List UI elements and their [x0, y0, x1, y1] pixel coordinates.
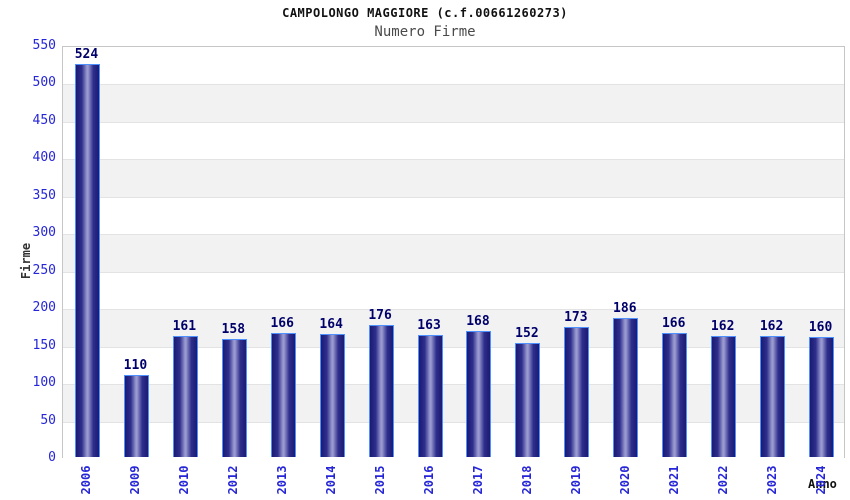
- bar-value-label: 166: [270, 316, 294, 331]
- y-tick-label: 0: [48, 450, 56, 465]
- x-tick-label-2016: 2016: [422, 465, 437, 495]
- bar-value-label: 166: [661, 316, 686, 331]
- bar-value-label: 186: [613, 301, 637, 316]
- x-tick-label-2019: 2019: [568, 465, 583, 495]
- y-tick-label: 500: [32, 75, 56, 91]
- grid-band: [63, 196, 844, 235]
- bar-2021: [662, 333, 687, 457]
- bar-value-label: 176: [368, 308, 392, 323]
- y-tick-label: 450: [32, 112, 56, 128]
- x-tick-label-2012: 2012: [226, 465, 241, 495]
- bar-value-label: 168: [466, 314, 490, 329]
- y-tick-label: 300: [32, 225, 56, 241]
- bar-2024: [809, 337, 834, 457]
- bar-2013: [271, 333, 296, 457]
- y-tick-label: 250: [32, 262, 56, 278]
- bar-2010: [173, 336, 198, 457]
- bar-2016: [418, 335, 443, 457]
- y-tick-label: 50: [40, 412, 56, 428]
- bar-value-label: 163: [417, 318, 441, 333]
- x-tick-label-2014: 2014: [324, 465, 339, 495]
- bar-value-label: 173: [564, 310, 588, 325]
- x-tick-label-2009: 2009: [128, 465, 143, 495]
- bar-2022: [711, 336, 736, 457]
- bar-value-label: 162: [759, 319, 784, 334]
- y-tick-label: 400: [32, 150, 56, 166]
- x-axis-title: Anno: [808, 477, 837, 491]
- x-tick-label-2017: 2017: [470, 465, 485, 495]
- plot-area: [62, 46, 845, 459]
- x-tick-label-2023: 2023: [764, 465, 779, 495]
- bar-value-label: 110: [123, 358, 148, 373]
- x-tick-label-2013: 2013: [275, 465, 290, 495]
- chart-subtitle: Numero Firme: [374, 24, 476, 40]
- bar-2009: [124, 375, 149, 457]
- grid-band: [63, 159, 844, 197]
- bar-value-label: 161: [172, 319, 197, 334]
- grid-band: [63, 234, 844, 272]
- bar-2014: [320, 334, 345, 457]
- grid-band: [63, 271, 844, 310]
- bar-2015: [369, 325, 394, 457]
- x-tick-label-2018: 2018: [519, 465, 534, 495]
- grid-band: [63, 84, 844, 122]
- grid-band: [63, 47, 844, 85]
- x-tick-label-2021: 2021: [666, 465, 681, 495]
- y-tick-label: 200: [32, 300, 56, 316]
- x-tick-label-2006: 2006: [79, 465, 94, 495]
- bar-2019: [564, 327, 589, 457]
- y-tick-label: 550: [32, 38, 56, 53]
- bar-2006: [75, 64, 100, 457]
- x-tick-label-2022: 2022: [715, 465, 730, 495]
- x-tick-label-2015: 2015: [373, 465, 388, 495]
- bar-value-label: 152: [515, 326, 539, 341]
- bar-value-label: 160: [808, 320, 833, 335]
- y-tick-label: 100: [32, 375, 56, 391]
- bar-value-label: 158: [221, 322, 246, 337]
- chart-title: CAMPOLONGO MAGGIORE (c.f.00661260273): [282, 6, 568, 20]
- bar-value-label: 164: [319, 317, 343, 332]
- x-tick-label-2010: 2010: [177, 465, 192, 495]
- bar-2020: [613, 318, 638, 457]
- x-tick-label-2020: 2020: [617, 465, 632, 495]
- bar-2023: [760, 336, 785, 457]
- bar-value-label: 524: [74, 47, 99, 62]
- bar-value-label: 162: [710, 319, 735, 334]
- bar-2018: [515, 343, 540, 457]
- grid-band: [63, 121, 844, 160]
- y-tick-label: 350: [32, 187, 56, 203]
- bar-2017: [466, 331, 491, 457]
- x-tick-label-2024: 2024: [813, 465, 828, 495]
- bar-2012: [222, 339, 247, 457]
- y-tick-label: 150: [32, 337, 56, 353]
